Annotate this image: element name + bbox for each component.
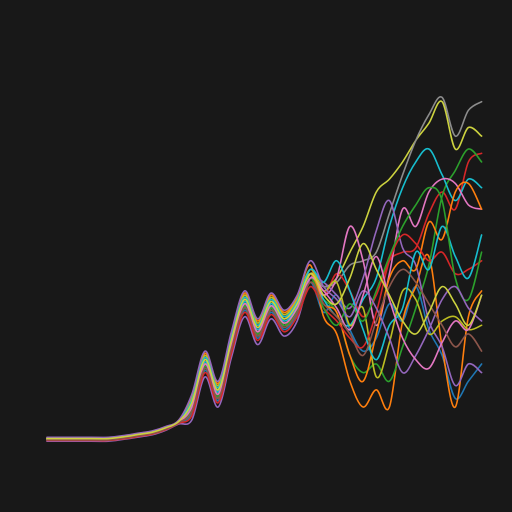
series-line-15 xyxy=(46,260,483,439)
series-line-1 xyxy=(46,100,483,441)
series-line-3 xyxy=(46,152,483,440)
series-line-18 xyxy=(46,242,483,440)
series-line-17 xyxy=(46,268,483,441)
series-line-6 xyxy=(46,148,483,441)
series-lines xyxy=(46,96,483,443)
series-line-7 xyxy=(46,147,483,440)
